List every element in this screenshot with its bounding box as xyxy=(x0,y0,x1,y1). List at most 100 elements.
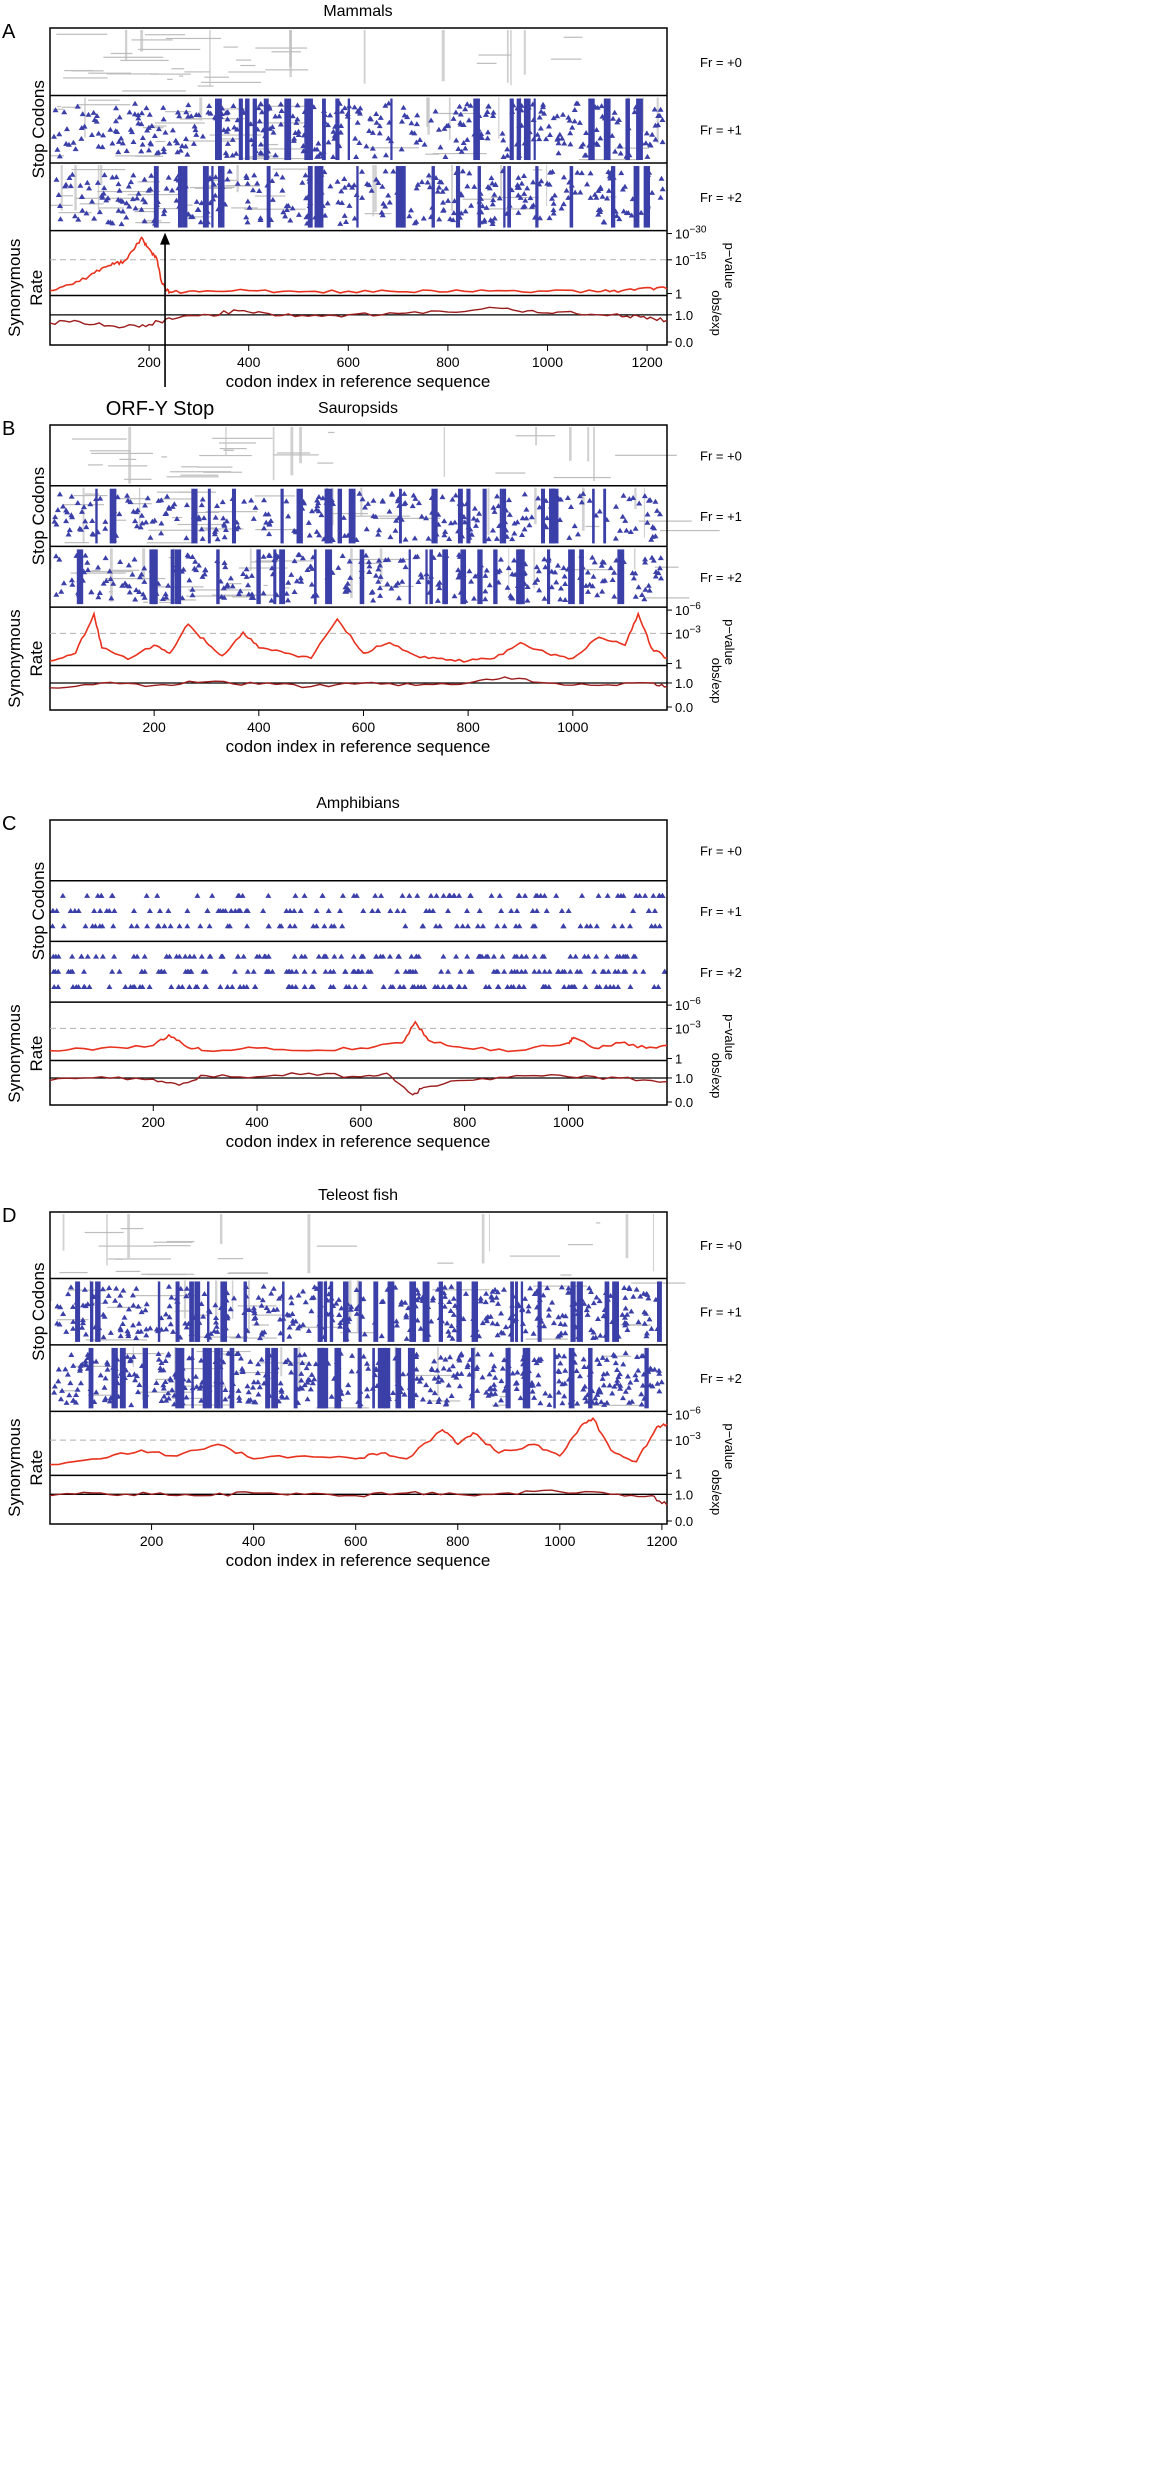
stop-codon xyxy=(355,1368,362,1374)
stop-codon xyxy=(361,1331,368,1337)
stop-codon xyxy=(566,179,573,185)
stop-codon xyxy=(640,1353,647,1359)
stop-codon xyxy=(595,211,602,217)
stop-codon xyxy=(599,1375,606,1381)
gap-segment xyxy=(165,37,222,40)
stop-codon xyxy=(366,568,373,574)
stop-codon xyxy=(222,1325,229,1331)
stop-codon-marks xyxy=(50,1214,686,1409)
stop-codon xyxy=(220,585,227,591)
stop-codon xyxy=(169,503,176,509)
stop-codon xyxy=(370,497,377,503)
stop-codon xyxy=(165,1351,172,1357)
stop-codon xyxy=(148,567,155,573)
stop-codon xyxy=(654,1325,661,1331)
stop-codon xyxy=(488,1351,495,1357)
stop-codon xyxy=(655,983,662,989)
gap-segment xyxy=(255,529,297,531)
stop-codon xyxy=(445,968,452,974)
stop-codon xyxy=(328,1311,335,1317)
stop-codon xyxy=(122,1367,129,1373)
stop-codon xyxy=(309,565,316,571)
stop-codon xyxy=(161,1393,168,1399)
x-tick-label: 400 xyxy=(237,354,261,370)
stop-codon xyxy=(275,1398,282,1404)
stop-codon xyxy=(292,983,299,989)
stop-codon-column xyxy=(510,1281,514,1342)
stop-codon xyxy=(630,953,637,959)
stop-codon xyxy=(60,923,67,929)
stop-codon xyxy=(116,1302,123,1308)
stop-codon xyxy=(227,575,234,581)
stop-codon-column xyxy=(337,1347,342,1409)
gap-column xyxy=(215,1280,218,1316)
stop-codon xyxy=(250,968,257,974)
stop-codon xyxy=(587,170,594,176)
stop-codon xyxy=(291,923,298,929)
stop-codon xyxy=(546,1392,553,1398)
gap-segment xyxy=(63,77,108,79)
stop-codon xyxy=(536,114,543,120)
stop-codon xyxy=(499,953,506,959)
x-tick-label: 400 xyxy=(242,1533,266,1549)
stop-codon xyxy=(321,169,328,175)
stop-codon xyxy=(318,189,325,195)
stop-codon xyxy=(644,1291,651,1297)
stop-codon xyxy=(356,490,363,496)
stop-codon xyxy=(611,1383,618,1389)
stop-codon xyxy=(622,1350,629,1356)
stop-codon xyxy=(533,564,540,570)
gap-segment xyxy=(176,1368,221,1370)
stop-codon xyxy=(418,179,425,185)
stop-codon xyxy=(656,892,663,898)
stop-codon xyxy=(626,1286,633,1292)
stop-codon xyxy=(283,590,290,596)
stop-codon xyxy=(524,583,531,589)
stop-codon xyxy=(138,110,145,116)
stop-codon-column xyxy=(568,1347,575,1409)
stop-codon xyxy=(537,1314,544,1320)
gap-segment xyxy=(328,512,368,515)
stop-codon-column xyxy=(507,166,511,228)
stop-codon xyxy=(183,109,190,115)
stop-codon xyxy=(266,531,273,537)
stop-codon xyxy=(412,554,419,560)
stop-codon xyxy=(603,516,610,522)
stop-codon xyxy=(396,953,403,959)
stop-codon xyxy=(412,495,419,501)
stop-codon xyxy=(192,983,199,989)
gap-segment xyxy=(88,72,132,74)
stop-codon xyxy=(156,908,163,914)
stop-codon xyxy=(495,503,502,509)
stop-codon xyxy=(63,507,70,513)
stop-codon-column xyxy=(95,1281,101,1342)
obsexp-series-line xyxy=(49,1072,668,1096)
stop-codon xyxy=(217,114,224,120)
stop-codon xyxy=(128,1402,135,1408)
stop-codon xyxy=(438,968,445,974)
stop-codon xyxy=(80,504,87,510)
stop-codon xyxy=(98,892,105,898)
stop-codon xyxy=(158,1360,165,1366)
stop-codon xyxy=(508,983,515,989)
stop-codon xyxy=(446,892,453,898)
stop-codon xyxy=(279,1394,286,1400)
stop-codon xyxy=(110,923,117,929)
stop-codon xyxy=(330,128,337,134)
stop-codon xyxy=(338,1305,345,1311)
stop-codon xyxy=(525,1308,532,1314)
stop-codon xyxy=(388,138,395,144)
pvalue-axis-label: p−value xyxy=(722,619,737,665)
stop-codon xyxy=(77,182,84,188)
stop-codon xyxy=(530,117,537,123)
stop-codon xyxy=(188,1330,195,1336)
stop-codon xyxy=(228,908,235,914)
stop-codon xyxy=(425,1303,432,1309)
pvalue-tick-label: 10−6 xyxy=(675,1405,701,1422)
stop-codon xyxy=(514,184,521,190)
stop-codon xyxy=(443,552,450,558)
stop-codon xyxy=(565,908,572,914)
stop-codon xyxy=(387,953,394,959)
frame-label: Fr = +1 xyxy=(700,122,742,137)
gap-column xyxy=(587,427,590,462)
